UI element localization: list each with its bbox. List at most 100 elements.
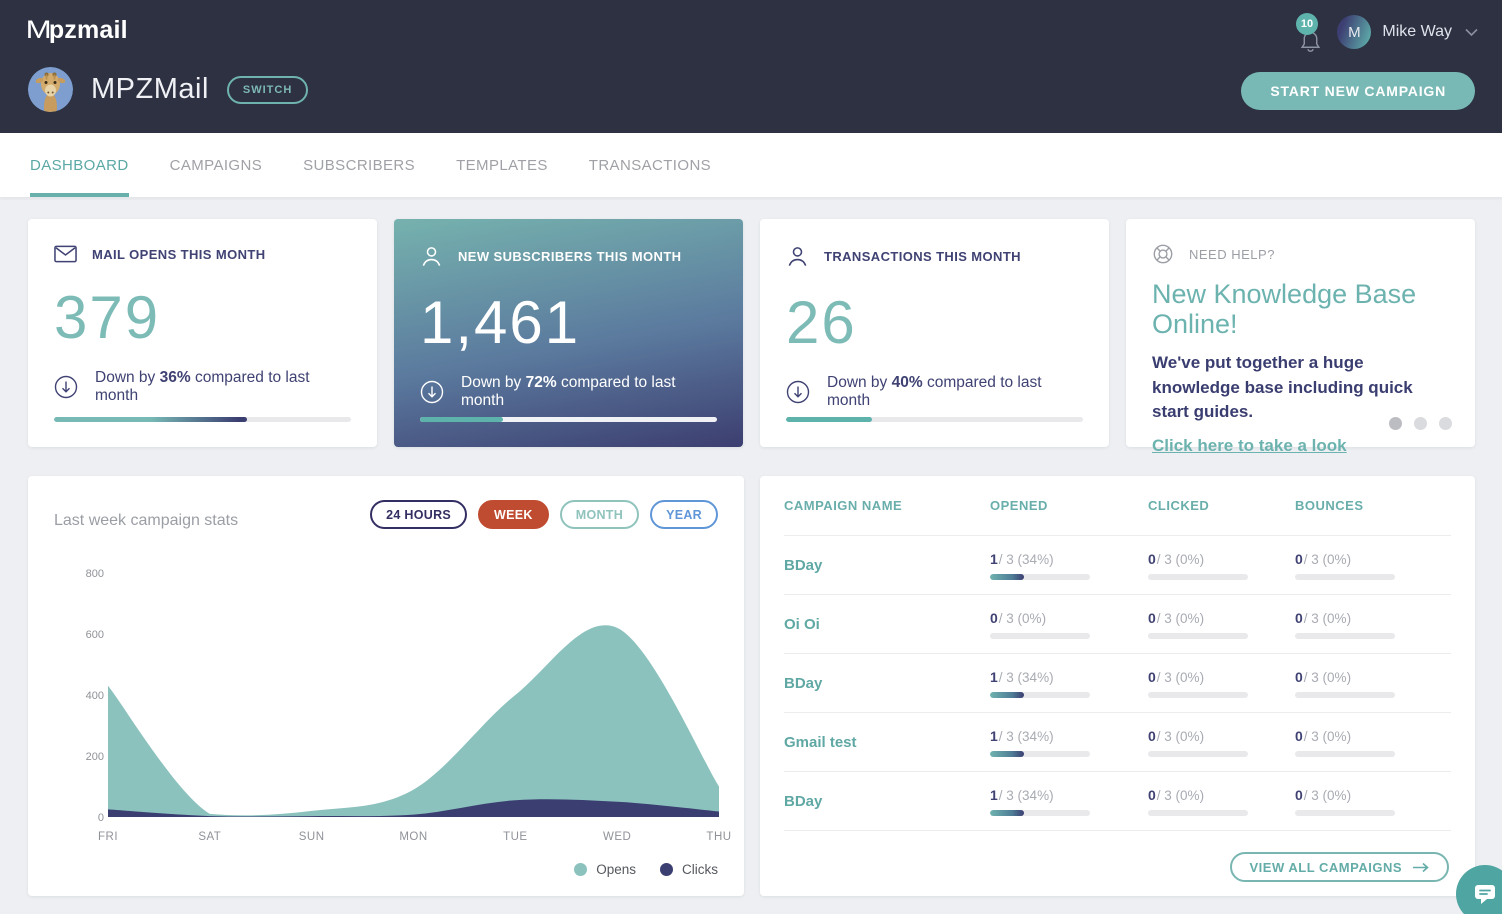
account-avatar-giraffe [28, 67, 73, 112]
chat-launcher-button[interactable] [1456, 865, 1502, 914]
area-chart [108, 625, 719, 817]
col-bounces: BOUNCES [1295, 498, 1364, 513]
bounces-value: 0/ 3 (0%) [1295, 786, 1352, 803]
arrow-down-circle-icon [786, 380, 810, 404]
life-ring-icon [1152, 243, 1174, 265]
filter-24-hours[interactable]: 24 HOURS [370, 500, 468, 529]
notifications-button[interactable]: 10 [1296, 13, 1324, 55]
user-menu[interactable]: M Mike Way [1337, 15, 1478, 49]
bounces-progress [1295, 573, 1395, 580]
table-row: BDay 1/ 3 (34%) 0/ 3 (0%) 0/ 3 (0%) [784, 654, 1451, 713]
filter-week[interactable]: WEEK [478, 500, 549, 529]
x-tick-label: THU [706, 831, 732, 843]
bounces-progress [1295, 750, 1395, 757]
filter-year[interactable]: YEAR [650, 500, 718, 529]
x-tick-label: SUN [298, 831, 325, 843]
opened-progress [990, 573, 1090, 580]
person-icon [786, 245, 809, 268]
col-opened: OPENED [990, 498, 1048, 513]
help-title: New Knowledge Base Online! [1152, 279, 1417, 340]
mpzmail-logo[interactable]: Mpzmail [25, 16, 128, 45]
col-campaign-name: CAMPAIGN NAME [784, 498, 903, 513]
campaign-name-link[interactable]: Oi Oi [784, 615, 820, 633]
account-name: MPZMail [91, 73, 209, 105]
x-tick-label: TUE [503, 831, 528, 843]
stat-card-transactions: TRANSACTIONS THIS MONTH 26 Down by 40% c… [760, 219, 1109, 447]
y-tick-label: 0 [97, 812, 104, 824]
opened-progress [990, 632, 1090, 639]
carousel-dot[interactable] [1414, 417, 1427, 430]
clicked-value: 0/ 3 (0%) [1148, 727, 1205, 744]
legend-item-clicks: Clicks [660, 862, 718, 877]
help-body: We've put together a huge knowledge base… [1152, 353, 1413, 421]
carousel-dot[interactable] [1389, 417, 1402, 430]
opened-value: 1/ 3 (34%) [990, 727, 1054, 744]
tab-dashboard[interactable]: DASHBOARD [30, 133, 129, 197]
chevron-down-icon [1465, 28, 1478, 37]
col-clicked: CLICKED [1148, 498, 1210, 513]
bounces-value: 0/ 3 (0%) [1295, 609, 1352, 626]
chart-plot-area [108, 573, 719, 817]
stat-label: NEW SUBSCRIBERS THIS MONTH [458, 249, 682, 264]
chart-legend: Opens Clicks [574, 862, 718, 877]
envelope-icon [54, 245, 77, 263]
campaign-name-link[interactable]: BDay [784, 792, 823, 810]
bounces-progress [1295, 691, 1395, 698]
tab-transactions[interactable]: TRANSACTIONS [588, 156, 712, 174]
table-row: BDay 1/ 3 (34%) 0/ 3 (0%) 0/ 3 (0%) [784, 536, 1451, 595]
notification-count-badge: 10 [1296, 13, 1318, 35]
user-name: Mike Way [1382, 23, 1452, 40]
bounces-value: 0/ 3 (0%) [1295, 668, 1352, 685]
bounces-value: 0/ 3 (0%) [1295, 727, 1352, 744]
legend-dot [574, 863, 588, 876]
view-all-label: VIEW ALL CAMPAIGNS [1249, 859, 1402, 875]
start-new-campaign-button[interactable]: START NEW CAMPAIGN [1241, 72, 1475, 110]
chart-x-axis: FRI SAT SUN MON TUE WED THU [98, 831, 731, 847]
tab-templates[interactable]: TEMPLATES [456, 156, 548, 174]
opened-progress [990, 809, 1090, 816]
stat-value: 26 [786, 289, 857, 356]
app-header: Mpzmail 10 M Mike Way [0, 0, 1502, 133]
switch-account-button[interactable]: SWITCH [226, 75, 309, 104]
carousel-dot[interactable] [1439, 417, 1452, 430]
opened-value: 0/ 3 (0%) [990, 609, 1047, 626]
campaign-name-link[interactable]: BDay [784, 556, 823, 574]
bounces-progress [1295, 632, 1395, 639]
logo-text: pzmail [48, 16, 128, 44]
clicked-value: 0/ 3 (0%) [1148, 786, 1205, 803]
help-card: NEED HELP? New Knowledge Base Online! We… [1126, 219, 1475, 455]
y-tick-label: 200 [85, 751, 104, 763]
x-tick-label: WED [602, 831, 632, 843]
table-row: Gmail test 1/ 3 (34%) 0/ 3 (0%) 0/ 3 (0%… [784, 713, 1451, 772]
view-all-campaigns-button[interactable]: VIEW ALL CAMPAIGNS [1229, 852, 1449, 882]
clicked-value: 0/ 3 (0%) [1148, 609, 1205, 626]
stat-change-text: Down by 36% compared to last month [95, 369, 310, 404]
tab-campaigns[interactable]: CAMPAIGNS [169, 156, 263, 174]
clicked-value: 0/ 3 (0%) [1148, 668, 1205, 685]
help-link[interactable]: Click here to take a look [1152, 435, 1347, 455]
chart-title: Last week campaign stats [54, 512, 239, 529]
opened-progress [990, 691, 1090, 698]
chat-bubble-icon [1475, 885, 1495, 904]
bounces-progress [1295, 809, 1395, 816]
x-tick-label: MON [399, 831, 428, 843]
stat-progress [54, 417, 351, 422]
tab-subscribers[interactable]: SUBSCRIBERS [303, 156, 416, 174]
help-eyebrow: NEED HELP? [1189, 246, 1275, 262]
stat-change-text: Down by 72% compared to last month [461, 374, 676, 409]
carousel-dots [1389, 417, 1452, 430]
filter-month[interactable]: MONTH [559, 500, 640, 529]
opened-value: 1/ 3 (34%) [990, 668, 1054, 685]
stat-change-text: Down by 40% compared to last month [827, 374, 1042, 409]
x-tick-label: SAT [198, 831, 222, 843]
chart-y-axis: 0 200 400 600 800 [54, 568, 104, 824]
area-clicks [108, 799, 719, 817]
campaign-name-link[interactable]: BDay [784, 674, 823, 692]
stat-label: TRANSACTIONS THIS MONTH [824, 249, 1021, 264]
clicked-progress [1148, 632, 1248, 639]
logo-mark: M [25, 16, 52, 44]
stat-progress [786, 417, 1083, 422]
account-block: MPZMail SWITCH [28, 67, 309, 112]
campaign-name-link[interactable]: Gmail test [784, 733, 857, 751]
opened-value: 1/ 3 (34%) [990, 550, 1054, 567]
